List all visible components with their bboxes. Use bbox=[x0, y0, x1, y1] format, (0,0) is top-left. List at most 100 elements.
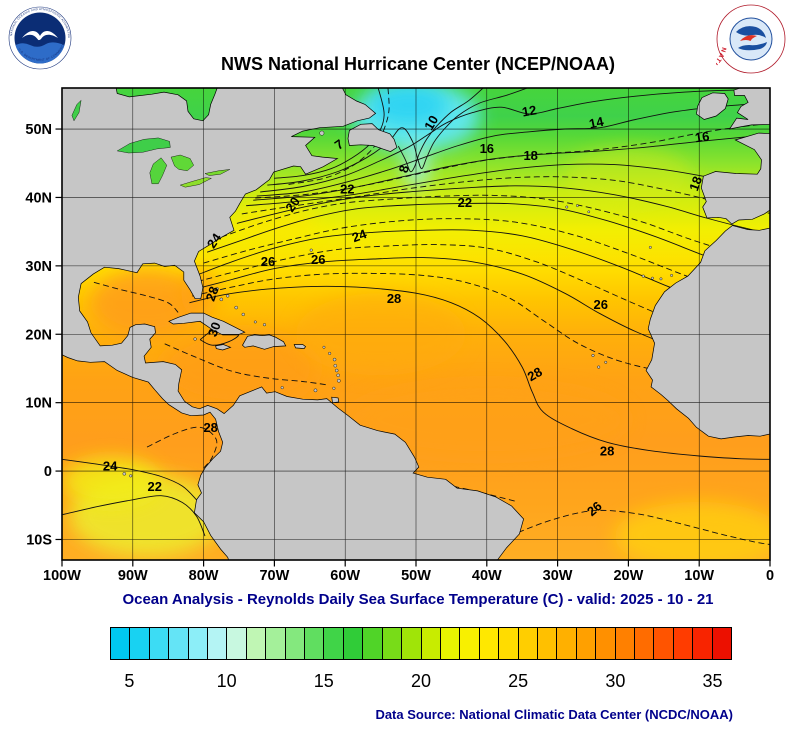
island bbox=[336, 373, 340, 378]
colorbar-cell bbox=[615, 628, 635, 659]
lon-tick-label: 30W bbox=[543, 568, 573, 584]
landmass bbox=[293, 344, 307, 349]
contour-label: 14 bbox=[588, 114, 606, 132]
colorbar-cell bbox=[188, 628, 209, 659]
island bbox=[565, 205, 569, 209]
island bbox=[591, 353, 595, 357]
contour-label: 28 bbox=[203, 420, 217, 435]
colorbar-cell bbox=[596, 628, 616, 659]
colorbar-cell bbox=[246, 628, 267, 659]
colorbar-cell bbox=[634, 628, 655, 659]
island bbox=[641, 274, 645, 278]
lake bbox=[170, 154, 194, 172]
island bbox=[219, 297, 224, 302]
nws-globe-land2 bbox=[738, 42, 767, 51]
contour-label: 26 bbox=[594, 297, 608, 312]
lake bbox=[116, 137, 171, 154]
colorbar-ticks: 5 10 15 20 25 30 35 bbox=[0, 671, 800, 695]
colorbar-cell bbox=[479, 628, 500, 659]
colorbar-cell bbox=[382, 628, 403, 659]
island bbox=[193, 337, 197, 341]
island bbox=[234, 305, 238, 310]
lat-tick-label: 10N bbox=[25, 396, 52, 412]
land-masses bbox=[62, 88, 770, 560]
island bbox=[670, 274, 673, 277]
contour-label: 16 bbox=[480, 141, 494, 156]
colorbar-cell bbox=[693, 628, 713, 659]
contour-label: 24 bbox=[103, 458, 118, 473]
landmass bbox=[168, 312, 246, 336]
colorbar-cell bbox=[169, 628, 189, 659]
lat-tick-label: 50N bbox=[25, 122, 52, 138]
colorbar-cell bbox=[208, 628, 228, 659]
lake bbox=[149, 157, 168, 184]
colorbar-cell bbox=[518, 628, 538, 659]
island bbox=[122, 472, 127, 476]
island bbox=[313, 388, 318, 393]
colorbar-cell bbox=[227, 628, 247, 659]
colorbar-tick-label: 35 bbox=[702, 671, 723, 691]
nws-logo: NATIONAL WEATHER SERVICE bbox=[716, 4, 786, 74]
lon-tick-label: 20W bbox=[613, 568, 643, 584]
colorbar-cell bbox=[285, 628, 306, 659]
island bbox=[215, 287, 219, 291]
island bbox=[651, 276, 654, 280]
contour-label: 28 bbox=[525, 364, 545, 384]
lon-tick-label: 40W bbox=[472, 568, 502, 584]
page-title: NWS National Hurricane Center (NCEP/NOAA… bbox=[220, 54, 616, 74]
island bbox=[332, 357, 337, 362]
analysis-caption: Ocean Analysis - Reynolds Daily Sea Surf… bbox=[122, 591, 714, 608]
contour-label: 10 bbox=[421, 113, 441, 133]
colorbar-cell bbox=[363, 628, 383, 659]
contour-label: 26 bbox=[311, 252, 325, 267]
landmass bbox=[696, 92, 729, 120]
lat-tick-label: 30N bbox=[25, 259, 52, 275]
contour-label: 22 bbox=[458, 195, 472, 210]
island bbox=[328, 351, 332, 355]
axis-labels: 50N 40N 30N 20N 10N 0 10S 100W 90W 80W 70W 60W 50W 40… bbox=[25, 122, 774, 584]
colorbar-cell bbox=[130, 628, 150, 659]
contour-label: 28 bbox=[600, 443, 614, 458]
colorbar-cell bbox=[343, 628, 364, 659]
colorbar-cell bbox=[712, 628, 731, 659]
lat-tick-label: 40N bbox=[25, 190, 52, 206]
island bbox=[253, 320, 257, 324]
colorbar-cell bbox=[576, 628, 597, 659]
grid-lines bbox=[62, 88, 770, 560]
contour-label: 22 bbox=[148, 479, 162, 494]
colorbar-cell bbox=[537, 628, 558, 659]
island bbox=[333, 364, 337, 368]
landmass bbox=[242, 334, 287, 350]
island bbox=[576, 204, 579, 207]
lat-tick-label: 0 bbox=[44, 464, 52, 480]
colorbar-tick-label: 25 bbox=[508, 671, 529, 691]
noaa-logo-sea bbox=[14, 42, 66, 64]
lon-tick-label: 60W bbox=[330, 568, 360, 584]
lon-tick-label: 70W bbox=[259, 568, 289, 584]
island bbox=[280, 386, 284, 390]
island bbox=[604, 360, 608, 364]
colorbar-cell bbox=[673, 628, 694, 659]
island bbox=[337, 378, 341, 383]
seagull-icon bbox=[22, 31, 58, 41]
island bbox=[659, 277, 663, 281]
lake bbox=[204, 169, 230, 176]
lon-tick-label: 90W bbox=[118, 568, 148, 584]
colorbar-cell bbox=[149, 628, 170, 659]
island bbox=[319, 130, 325, 136]
contour-label: 30 bbox=[205, 320, 224, 339]
contour-label: 22 bbox=[340, 181, 354, 196]
contour-label: 28 bbox=[387, 291, 401, 306]
landmass bbox=[215, 344, 232, 351]
contour-label: 26 bbox=[261, 254, 275, 269]
island bbox=[309, 248, 313, 252]
lat-tick-label: 10S bbox=[26, 532, 52, 548]
contour-label: 18 bbox=[686, 174, 705, 193]
island bbox=[226, 294, 230, 298]
colorbar-cell bbox=[305, 628, 325, 659]
colorbar bbox=[110, 627, 732, 660]
colorbar-tick-label: 10 bbox=[216, 671, 237, 691]
colorbar-cell bbox=[324, 628, 344, 659]
colorbar-tick-label: 5 bbox=[124, 671, 135, 691]
nws-globe-land bbox=[736, 26, 766, 38]
